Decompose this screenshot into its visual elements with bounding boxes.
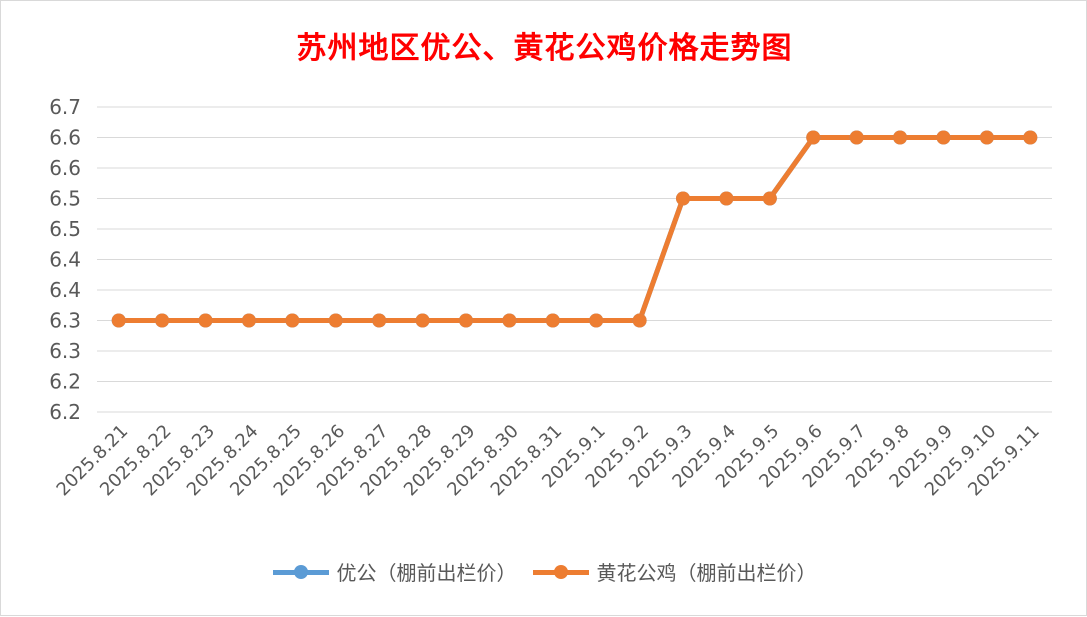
series-line-2 [116,135,1033,323]
data-point-series-2 [719,191,734,206]
data-point-series-2 [111,313,126,328]
data-point-series-2 [198,313,213,328]
data-point-series-2 [632,313,647,328]
legend-dot-series-1 [293,564,308,579]
legend-label-series-2: 黄花公鸡（棚前出栏价） [596,561,817,585]
data-point-series-2 [502,313,517,328]
data-point-series-2 [285,313,300,328]
legend-dot-series-2 [553,564,568,579]
chart-title: 苏州地区优公、黄花公鸡价格走势图 [296,31,793,66]
data-point-series-2 [676,191,691,206]
data-point-series-2 [979,130,994,145]
data-point-series-2 [545,313,560,328]
y-tick-label: 6.4 [49,248,81,272]
data-point-series-2 [806,130,821,145]
data-point-series-2 [589,313,604,328]
data-point-series-2 [458,313,473,328]
data-point-series-2 [155,313,170,328]
legend-item-series-1: 优公（棚前出栏价） [272,557,517,586]
data-point-series-2 [762,191,777,206]
data-point-series-2 [1023,130,1038,145]
y-tick-label: 6.5 [49,217,81,241]
y-tick-label: 6.4 [49,278,81,302]
legend-item-series-2: 黄花公鸡（棚前出栏价） [532,557,817,586]
y-tick-label: 6.7 [49,95,81,119]
data-point-series-2 [936,130,951,145]
data-point-series-2 [415,313,430,328]
y-tick-label: 6.3 [49,309,81,333]
data-point-series-2 [849,130,864,145]
data-point-series-2 [893,130,908,145]
y-tick-label: 6.2 [49,400,81,424]
legend-label-series-1: 优公（棚前出栏价） [336,561,517,585]
data-point-series-2 [241,313,256,328]
y-tick-label: 6.6 [49,126,81,150]
legend: 优公（棚前出栏价） 黄花公鸡（棚前出栏价） [1,557,1087,586]
legend-marker-series-2 [532,564,589,579]
legend-marker-series-1 [272,564,329,579]
data-point-series-2 [328,313,343,328]
y-tick-label: 6.5 [49,187,81,211]
y-tick-label: 6.6 [49,156,81,180]
y-tick-label: 6.2 [49,370,81,394]
y-tick-label: 6.3 [49,339,81,363]
data-point-series-2 [372,313,387,328]
